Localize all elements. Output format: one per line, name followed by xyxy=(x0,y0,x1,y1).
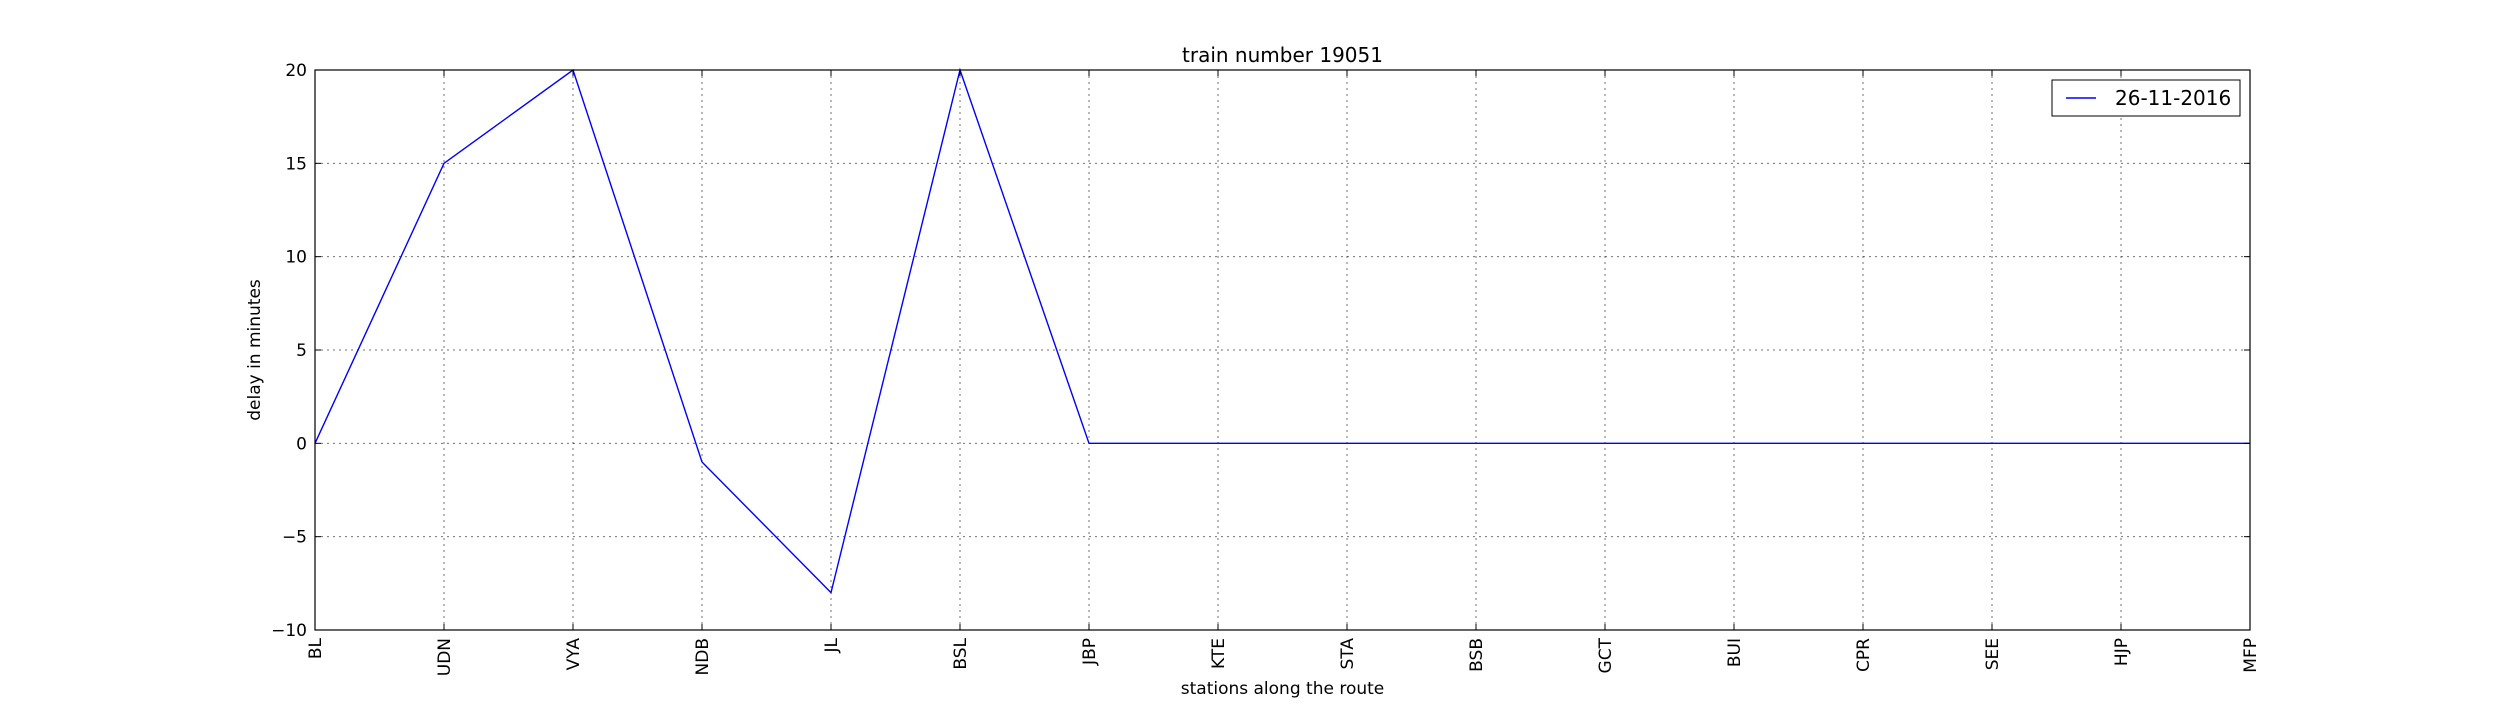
legend-entry-label: 26-11-2016 xyxy=(2115,86,2231,110)
y-tick-label: 15 xyxy=(285,154,307,174)
y-tick-label: 5 xyxy=(296,341,307,361)
y-tick-label: 10 xyxy=(285,248,307,268)
x-tick-label: GCT xyxy=(1596,637,1616,673)
x-tick-label: HJP xyxy=(2112,638,2132,666)
y-tick-label: −10 xyxy=(271,621,307,641)
x-tick-label: NDB xyxy=(693,638,713,675)
series-line xyxy=(314,67,2250,595)
x-tick-label: STA xyxy=(1338,638,1358,670)
legend: 26-11-2016 xyxy=(2051,79,2241,117)
x-tick-label: MFP xyxy=(2241,638,2261,673)
x-axis-label: stations along the route xyxy=(1181,679,1385,699)
x-tick-label: BSL xyxy=(951,637,971,669)
x-tick-label: JBP xyxy=(1080,638,1100,666)
x-tick-label: JL xyxy=(822,637,842,653)
x-tick-label: BL xyxy=(306,637,326,659)
series-layer xyxy=(314,67,2250,595)
x-tick-label: CPR xyxy=(1854,638,1874,672)
y-axis-label: delay in minutes xyxy=(245,279,265,421)
x-tick-label: VYA xyxy=(564,638,584,671)
grid-layer xyxy=(314,69,2251,631)
x-tick-label: BUI xyxy=(1725,638,1745,667)
x-tick-label: BSB xyxy=(1467,638,1487,672)
x-tick-label: KTE xyxy=(1209,638,1229,669)
y-tick-label: −5 xyxy=(282,528,307,548)
x-tick-label: UDN xyxy=(435,638,455,676)
x-tick-label: SEE xyxy=(1983,638,2003,670)
tick-layer: BL UDN VYA NDB JL BSL JBP KTE STA BSB GCT BUI CPR SEE… xyxy=(271,61,2261,676)
chart-title: train number 19051 xyxy=(1182,43,1383,67)
y-tick-label: 20 xyxy=(285,61,307,81)
y-tick-label: 0 xyxy=(296,434,307,454)
